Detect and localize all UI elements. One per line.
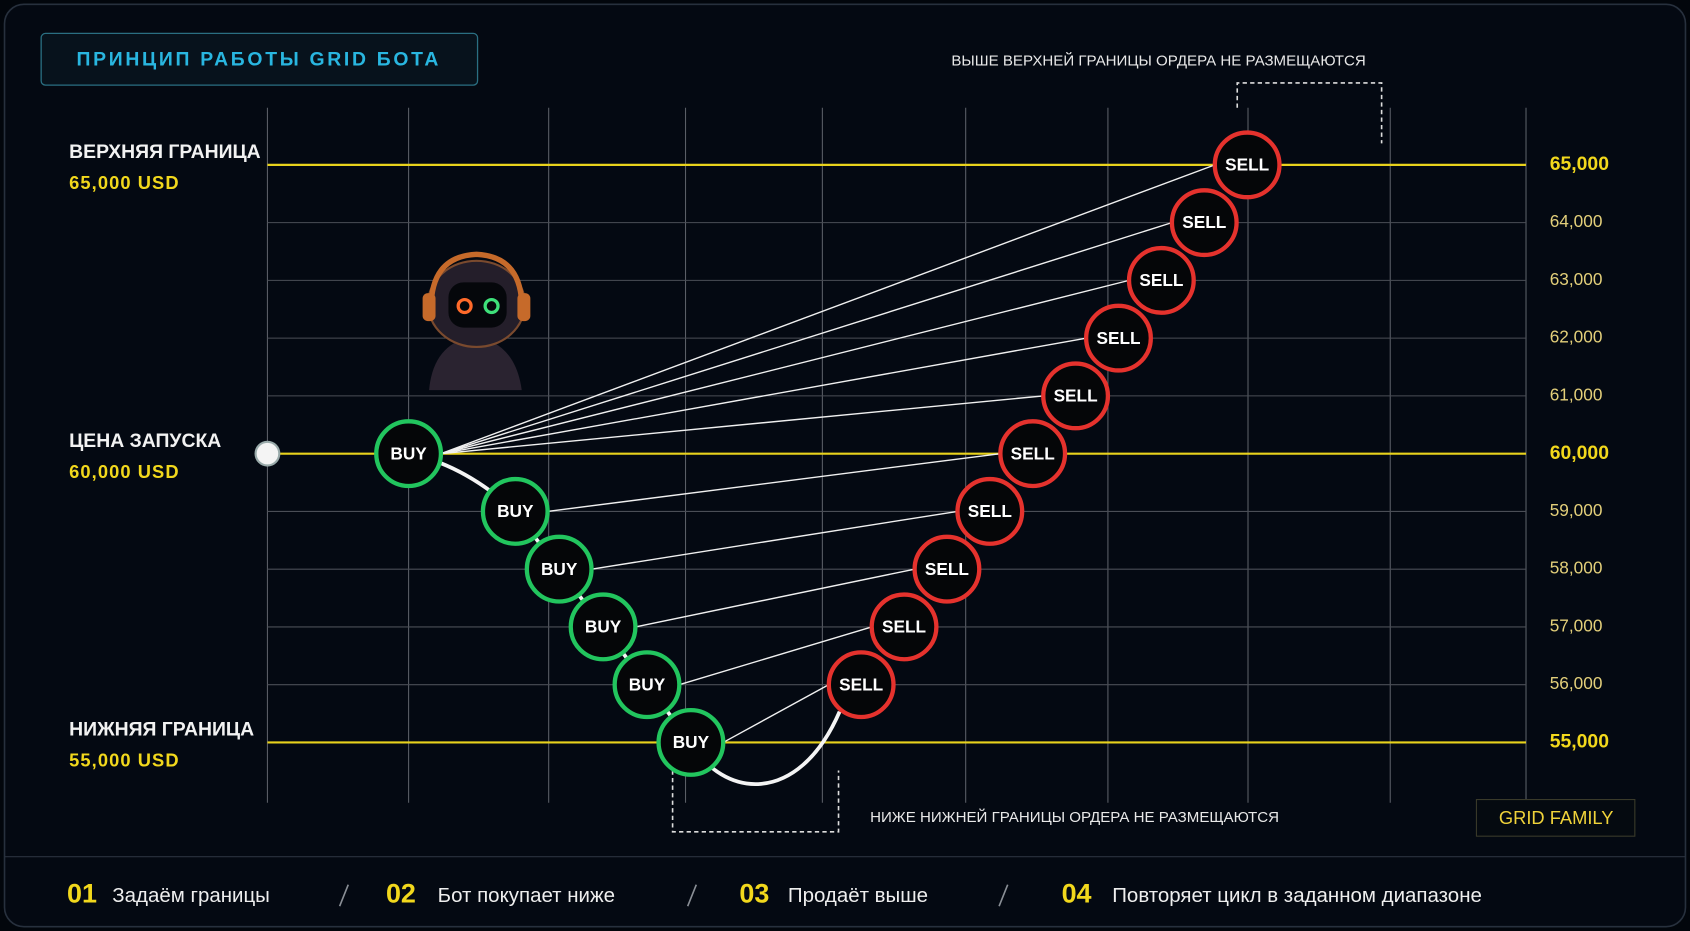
sell-order bbox=[998, 419, 1068, 489]
sell-order bbox=[826, 650, 896, 720]
step-text: Повторяет цикл в заданном диапазоне bbox=[1112, 884, 1482, 907]
buy-order-label: BUY bbox=[673, 732, 710, 752]
step-text: Бот покупает ниже bbox=[438, 884, 615, 907]
sell-order bbox=[1212, 130, 1282, 200]
order-link bbox=[440, 279, 1130, 455]
sell-order-label: SELL bbox=[882, 617, 926, 637]
buy-order bbox=[374, 419, 444, 489]
y-tick-label: 58,000 bbox=[1550, 558, 1603, 578]
level-label: 60,000 USD bbox=[69, 461, 179, 482]
y-tick-label: 57,000 bbox=[1550, 615, 1603, 635]
buy-order bbox=[612, 650, 682, 720]
brand: GRID FAMILY bbox=[1499, 807, 1614, 828]
sell-order-label: SELL bbox=[1096, 328, 1140, 348]
sell-order-label: SELL bbox=[1054, 386, 1098, 406]
step-number: 04 bbox=[1062, 879, 1092, 909]
sell-order bbox=[1126, 245, 1196, 315]
sell-order-label: SELL bbox=[839, 674, 883, 694]
bottom-note: НИЖЕ НИЖНЕЙ ГРАНИЦЫ ОРДЕРА НЕ РАЗМЕЩАЮТС… bbox=[870, 808, 1279, 826]
y-tick-label: 56,000 bbox=[1550, 673, 1603, 693]
sell-order-label: SELL bbox=[1182, 212, 1226, 232]
order-link bbox=[440, 164, 1216, 455]
y-tick-label: 64,000 bbox=[1550, 211, 1603, 231]
y-tick-label: 59,000 bbox=[1550, 500, 1603, 520]
top-bracket bbox=[1236, 82, 1383, 144]
y-tick-label: 62,000 bbox=[1550, 327, 1603, 347]
sell-order bbox=[912, 534, 982, 604]
launch-marker bbox=[254, 440, 281, 467]
sell-order-label: SELL bbox=[925, 559, 969, 579]
title-box bbox=[40, 32, 479, 86]
buy-order bbox=[524, 534, 594, 604]
step-separator bbox=[998, 884, 1009, 907]
sell-order bbox=[869, 592, 939, 662]
y-tick-label: 60,000 bbox=[1550, 442, 1609, 464]
y-tick-label: 61,000 bbox=[1550, 384, 1603, 404]
level-name: НИЖНЯЯ ГРАНИЦА bbox=[69, 719, 254, 741]
buy-order-label: BUY bbox=[541, 559, 578, 579]
buy-order-label: BUY bbox=[585, 617, 622, 637]
order-link bbox=[722, 684, 830, 744]
brand-box bbox=[1475, 799, 1636, 837]
robot bbox=[422, 251, 531, 391]
sell-order bbox=[1041, 361, 1111, 431]
order-link bbox=[591, 510, 958, 570]
frame bbox=[3, 3, 1687, 928]
step-number: 03 bbox=[739, 879, 769, 909]
sell-order-label: SELL bbox=[1225, 154, 1269, 174]
y-tick-label: 63,000 bbox=[1550, 269, 1603, 289]
steps: 01 Задаём границы 02 Бот покупает ниже 03 Про… bbox=[67, 879, 1482, 909]
order-link bbox=[440, 395, 1044, 455]
buy-order-label: BUY bbox=[629, 674, 666, 694]
sell-order-label: SELL bbox=[1139, 270, 1183, 290]
y-tick-label: 55,000 bbox=[1550, 731, 1609, 753]
sell-order bbox=[955, 476, 1025, 546]
top-note: ВЫШЕ ВЕРХНЕЙ ГРАНИЦЫ ОРДЕРА НЕ РАЗМЕЩАЮТ… bbox=[951, 51, 1365, 69]
buy-order bbox=[568, 592, 638, 662]
order-link bbox=[547, 452, 1001, 513]
step-number: 01 bbox=[67, 879, 97, 909]
bottom-bracket bbox=[671, 770, 840, 833]
order-link bbox=[635, 568, 915, 628]
sell-order bbox=[1083, 303, 1153, 373]
title: ПРИНЦИП РАБОТЫ GRID БОТА bbox=[77, 48, 442, 70]
step-text: Продаёт выше bbox=[788, 884, 928, 907]
level-label: 55,000 USD bbox=[69, 750, 179, 771]
step-number: 02 bbox=[386, 879, 416, 909]
buy-order bbox=[480, 476, 550, 546]
step-separator bbox=[686, 884, 698, 907]
level-label: 65,000 USD bbox=[69, 172, 179, 193]
buy-order-label: BUY bbox=[390, 443, 427, 463]
buy-order-label: BUY bbox=[497, 501, 534, 521]
step-separator bbox=[338, 884, 350, 907]
sell-order-label: SELL bbox=[1011, 443, 1055, 463]
buy-order bbox=[656, 707, 726, 777]
order-link bbox=[440, 337, 1087, 455]
sell-order-label: SELL bbox=[968, 501, 1012, 521]
step-text: Задаём границы bbox=[112, 884, 270, 907]
order-link bbox=[679, 626, 872, 686]
sell-order bbox=[1169, 188, 1239, 258]
level-name: ЦЕНА ЗАПУСКА bbox=[69, 430, 221, 452]
level-name: ВЕРХНЯЯ ГРАНИЦА bbox=[69, 141, 261, 163]
y-tick-label: 65,000 bbox=[1550, 153, 1609, 175]
order-link bbox=[440, 221, 1173, 455]
